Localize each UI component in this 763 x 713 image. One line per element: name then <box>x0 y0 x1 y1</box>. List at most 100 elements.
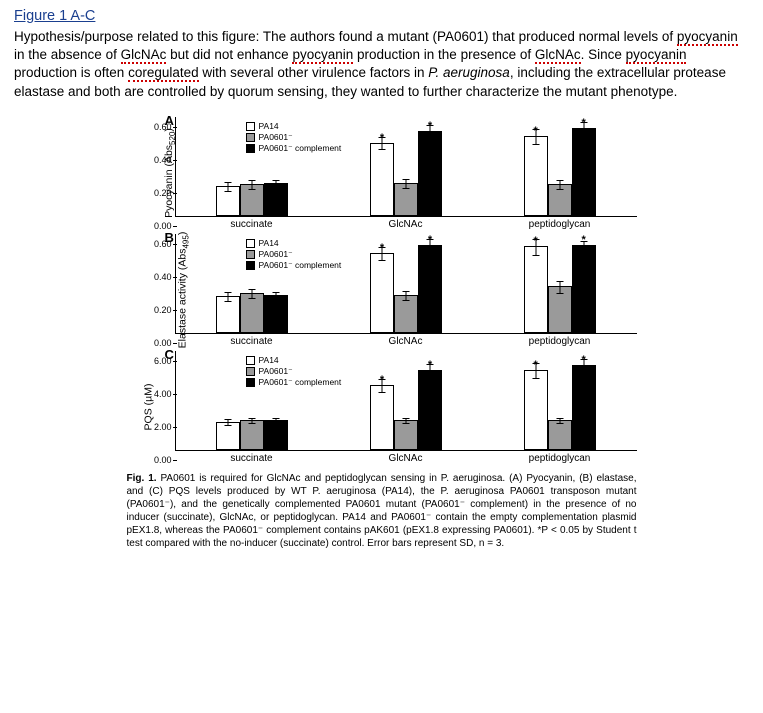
chart: 0.000.200.400.60 PA14 PA0601⁻ PA0601⁻ co… <box>175 117 637 217</box>
bar: * <box>572 365 596 450</box>
bar <box>548 420 572 450</box>
seg: but did not enhance <box>166 47 292 62</box>
y-tick: 2.00 <box>154 422 172 432</box>
panel-B: BElastase activity (Abs495)0.000.200.400… <box>127 234 637 347</box>
error-bar <box>252 418 253 425</box>
y-tick: 0.20 <box>154 188 172 198</box>
squiggle-coregulated: coregulated <box>128 65 199 82</box>
error-bar <box>406 418 407 425</box>
significance-star: * <box>582 354 586 366</box>
bar: * <box>524 136 548 216</box>
bar <box>216 186 240 216</box>
significance-star: * <box>428 234 432 246</box>
y-ticks: 0.002.004.006.00 <box>142 351 172 450</box>
x-tick-label: succinate <box>175 336 329 347</box>
page: Figure 1 A-C Hypothesis/purpose related … <box>0 0 763 558</box>
bar-cluster <box>176 234 330 333</box>
x-ticks: succinateGlcNAcpeptidoglycan <box>175 453 637 464</box>
hypothesis-lead: Hypothesis/purpose related to this figur… <box>14 29 263 44</box>
figure-panels: APyocyanin (Abs520)0.000.200.400.60 PA14… <box>127 117 637 464</box>
y-tick: 0.60 <box>154 239 172 249</box>
figure-title: Figure 1 A-C <box>14 8 749 24</box>
x-tick-label: GlcNAc <box>329 336 483 347</box>
bar: * <box>370 385 394 450</box>
seg: The authors found a mutant (PA0601) that… <box>263 29 677 44</box>
significance-star: * <box>380 132 384 144</box>
significance-star: * <box>428 359 432 371</box>
error-bar <box>228 292 229 302</box>
y-tick: 0.40 <box>154 272 172 282</box>
bar <box>240 184 264 216</box>
bar: * <box>572 245 596 333</box>
bar-cluster: ** <box>329 351 483 450</box>
chart: 0.000.200.400.60 PA14 PA0601⁻ PA0601⁻ co… <box>175 234 637 334</box>
bar: * <box>418 131 442 216</box>
bar <box>216 296 240 333</box>
error-bar <box>228 182 229 192</box>
significance-star: * <box>380 242 384 254</box>
x-tick-label: succinate <box>175 219 329 230</box>
hypothesis-text: Hypothesis/purpose related to this figur… <box>14 28 749 101</box>
chart: 0.002.004.006.00 PA14 PA0601⁻ PA0601⁻ co… <box>175 351 637 451</box>
y-tick: 0.60 <box>154 122 172 132</box>
caption-body: PA0601 is required for GlcNAc and peptid… <box>127 473 637 549</box>
bar: * <box>370 143 394 216</box>
bar <box>394 420 418 450</box>
bar-cluster: ** <box>483 351 637 450</box>
significance-star: * <box>534 359 538 371</box>
squiggle-pyocyanin: pyocyanin <box>677 29 738 46</box>
y-ticks: 0.000.200.400.60 <box>142 117 172 216</box>
seg: . Since <box>581 47 626 62</box>
panel-C: CPQS (µM)0.002.004.006.00 PA14 PA0601⁻ P… <box>127 351 637 464</box>
significance-star: * <box>582 234 586 246</box>
bar <box>264 183 288 216</box>
x-tick-label: peptidoglycan <box>483 336 637 347</box>
seg: with several other virulence factors in <box>199 65 429 80</box>
seg: production in the presence of <box>353 47 535 62</box>
x-tick-label: GlcNAc <box>329 453 483 464</box>
bar-cluster <box>176 351 330 450</box>
error-bar <box>252 289 253 299</box>
bar-cluster: ** <box>329 117 483 216</box>
x-ticks: succinateGlcNAcpeptidoglycan <box>175 336 637 347</box>
error-bar <box>559 418 560 425</box>
significance-star: * <box>380 374 384 386</box>
x-tick-label: succinate <box>175 453 329 464</box>
bar: * <box>418 245 442 333</box>
bar-cluster <box>176 117 330 216</box>
bar-cluster: ** <box>483 117 637 216</box>
significance-star: * <box>534 235 538 247</box>
bar <box>240 420 264 450</box>
bar <box>216 422 240 450</box>
bar <box>394 183 418 216</box>
significance-star: * <box>534 125 538 137</box>
bar: * <box>524 370 548 450</box>
squiggle-glcnac: GlcNAc <box>535 47 581 64</box>
species-name: P. aeruginosa <box>428 65 510 80</box>
bar <box>240 293 264 333</box>
bar <box>548 184 572 216</box>
y-tick: 4.00 <box>154 389 172 399</box>
significance-star: * <box>428 120 432 132</box>
seg: in the absence of <box>14 47 121 62</box>
bar: * <box>370 253 394 333</box>
bar <box>264 420 288 450</box>
significance-star: * <box>582 117 586 129</box>
y-tick: 0.00 <box>154 455 172 465</box>
squiggle-pyocyanin: pyocyanin <box>626 47 687 64</box>
error-bar <box>252 180 253 190</box>
y-ticks: 0.000.200.400.60 <box>142 234 172 333</box>
y-tick: 0.40 <box>154 155 172 165</box>
x-tick-label: peptidoglycan <box>483 453 637 464</box>
seg: production is often <box>14 65 128 80</box>
bar <box>394 295 418 333</box>
figure-caption: Fig. 1. PA0601 is required for GlcNAc an… <box>127 472 637 550</box>
bar <box>264 295 288 333</box>
bar: * <box>418 370 442 450</box>
y-tick: 0.20 <box>154 305 172 315</box>
error-bar <box>276 180 277 187</box>
panel-A: APyocyanin (Abs520)0.000.200.400.60 PA14… <box>127 117 637 230</box>
y-tick: 6.00 <box>154 356 172 366</box>
bar-cluster: ** <box>483 234 637 333</box>
squiggle-pyocyanin: pyocyanin <box>292 47 353 64</box>
